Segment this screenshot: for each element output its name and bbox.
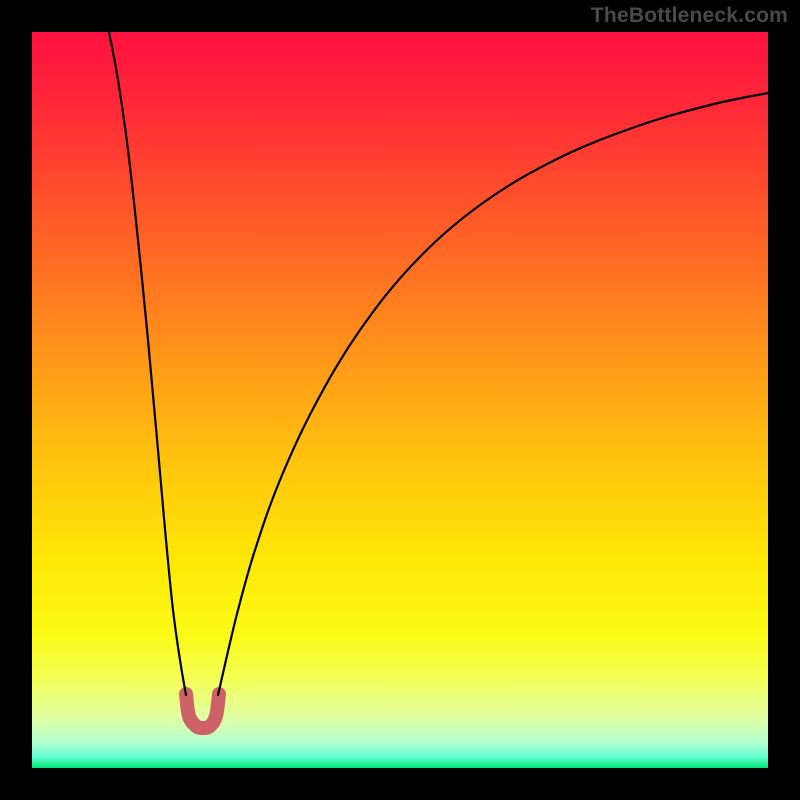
chart-container: TheBottleneck.com [0, 0, 800, 800]
watermark-text: TheBottleneck.com [591, 4, 788, 28]
plot-area [32, 32, 768, 768]
bottleneck-chart [0, 0, 800, 800]
